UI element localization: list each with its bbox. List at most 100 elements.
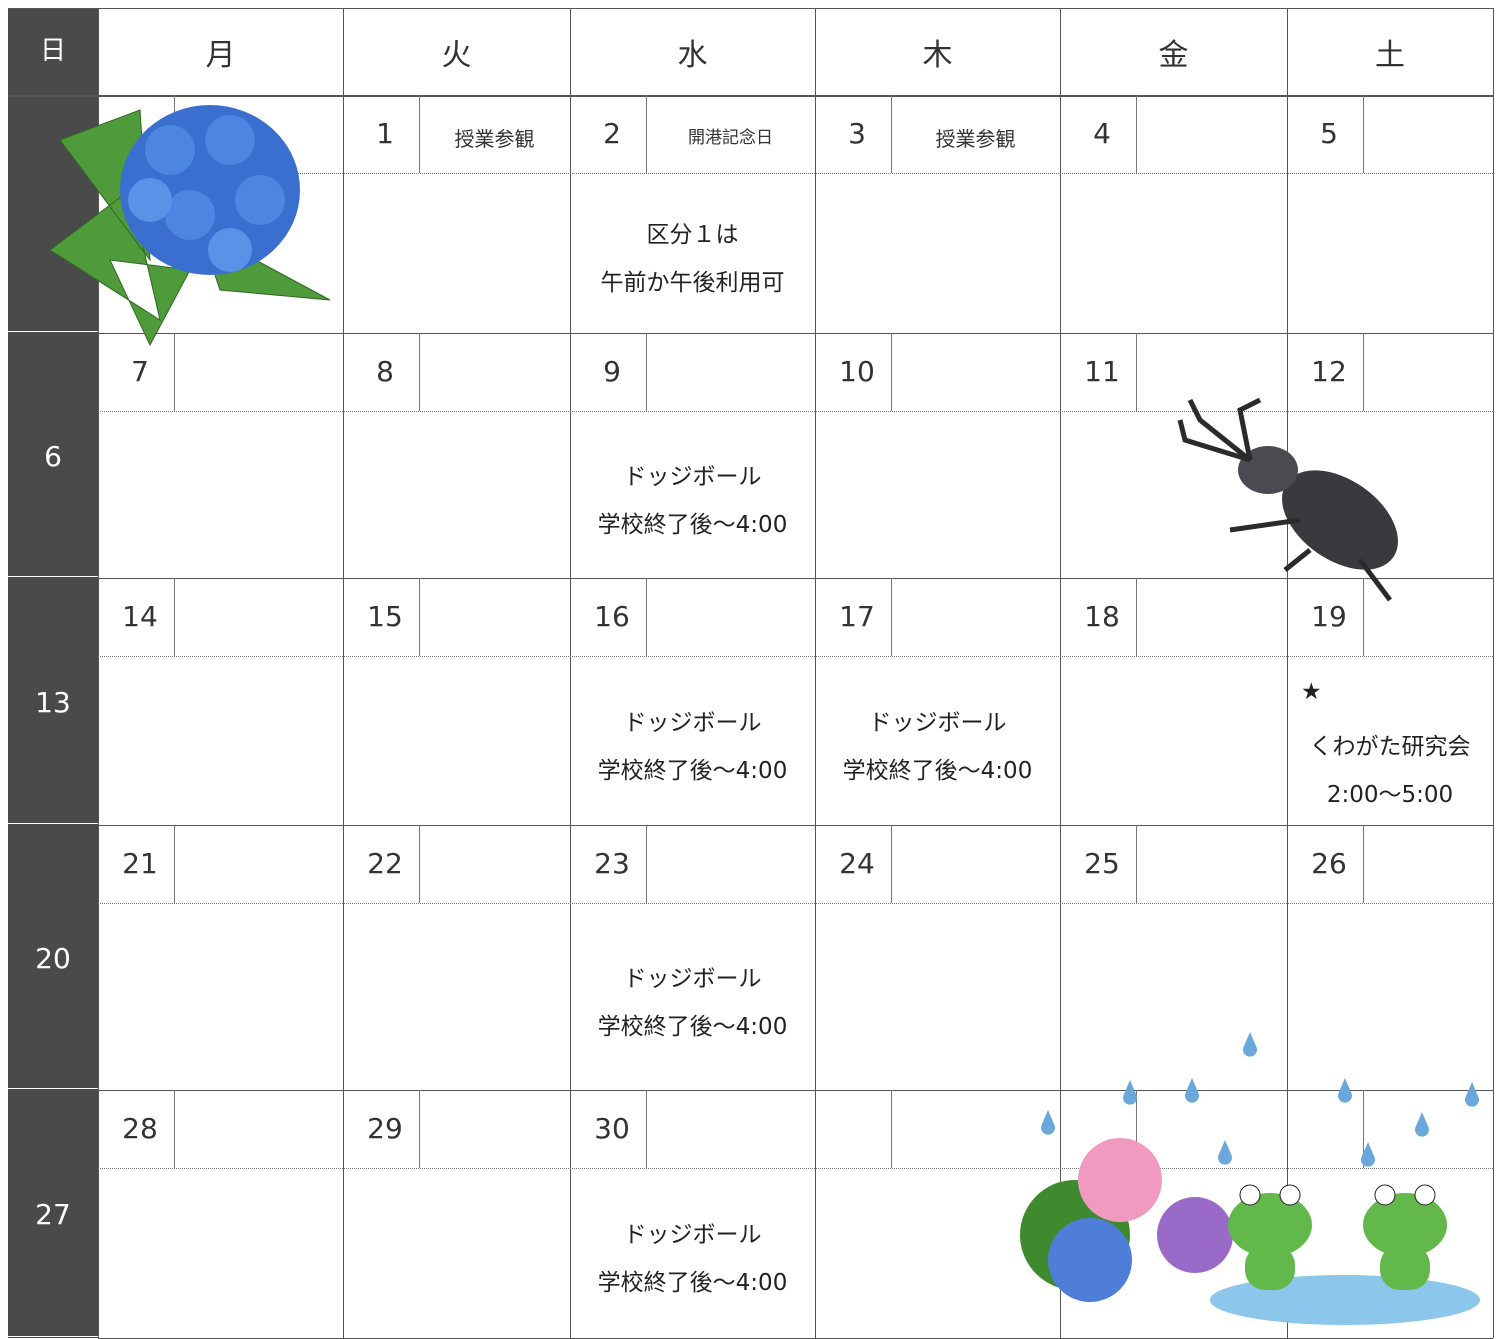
- sunday-divider: [8, 823, 98, 824]
- weekday-header: 日: [39, 36, 66, 66]
- date-split: [419, 95, 420, 173]
- date-number: 15: [367, 600, 403, 633]
- weekday-header: 土: [1375, 38, 1405, 73]
- date-split: [646, 95, 647, 173]
- row-line: [98, 1090, 1493, 1091]
- event-text: ドッジボール: [868, 709, 1007, 736]
- column-line: [570, 8, 571, 1338]
- date-number: 4: [1093, 117, 1111, 150]
- frogs-illustration: [1020, 1032, 1480, 1325]
- event-text: ドッジボール: [623, 463, 762, 490]
- date-number: 16: [594, 600, 630, 633]
- date-split: [1136, 578, 1137, 656]
- date-number: 9: [603, 355, 621, 388]
- event-text: 学校終了後～4:00: [842, 757, 1033, 784]
- date-number: 22: [367, 847, 403, 880]
- date-split: [891, 825, 892, 903]
- date-number: 24: [839, 847, 875, 880]
- row-line: [98, 333, 1493, 334]
- date-split: [174, 1090, 175, 1168]
- date-number: 30: [594, 1112, 630, 1145]
- weekday-header: 金: [1158, 38, 1189, 73]
- date-split: [891, 95, 892, 173]
- date-split: [891, 1090, 892, 1168]
- date-note: 授業参観: [454, 127, 535, 151]
- event-text: ドッジボール: [623, 1222, 762, 1248]
- date-split: [646, 1090, 647, 1168]
- row-line: [8, 8, 1493, 9]
- column-line: [343, 8, 344, 1338]
- date-split: [174, 825, 175, 903]
- date-split: [1363, 95, 1364, 173]
- date-note: 開港記念日: [688, 128, 773, 148]
- event-text: 2:00～5:00: [1326, 781, 1454, 808]
- date-split: [891, 333, 892, 411]
- sunday-divider: [8, 1088, 98, 1089]
- date-number: 17: [839, 600, 875, 633]
- event-text: 午前か午後利用可: [600, 270, 785, 296]
- date-split: [174, 333, 175, 411]
- date-row-line: [98, 173, 1493, 174]
- date-number: 14: [122, 600, 158, 633]
- date-number: 2: [603, 117, 621, 150]
- event-text: ドッジボール: [623, 709, 762, 736]
- date-row-line: [98, 1168, 1493, 1169]
- date-split: [1136, 1090, 1137, 1168]
- row-line: [98, 578, 1493, 579]
- date-number: 5: [1320, 117, 1338, 150]
- weekday-header: 水: [677, 38, 708, 73]
- date-split: [1136, 333, 1137, 411]
- sunday-date: 27: [35, 1198, 71, 1231]
- weekday-header: 月: [205, 38, 236, 73]
- date-row-line: [98, 411, 1493, 412]
- column-line: [1060, 8, 1061, 1338]
- date-split: [419, 825, 420, 903]
- weekday-header: 火: [441, 38, 472, 73]
- date-number: 7: [131, 355, 149, 388]
- date-number: 8: [376, 355, 394, 388]
- row-line: [98, 825, 1493, 826]
- date-split: [174, 95, 175, 173]
- date-split: [646, 333, 647, 411]
- sunday-column: [8, 8, 98, 1338]
- date-number: 18: [1084, 600, 1120, 633]
- sunday-divider: [8, 1336, 98, 1337]
- date-number: 1: [376, 117, 394, 150]
- date-split: [1136, 95, 1137, 173]
- column-line: [1493, 8, 1494, 1338]
- sunday-divider: [8, 576, 98, 577]
- column-line: [98, 8, 99, 1338]
- date-row-line: [98, 656, 1493, 657]
- event-text: 学校終了後～4:00: [597, 1270, 788, 1296]
- date-number: 3: [848, 117, 866, 150]
- event-text: ドッジボール: [623, 965, 762, 992]
- sunday-divider: [8, 331, 98, 332]
- event-text: くわがた研究会: [1309, 733, 1471, 760]
- date-note: 授業参観: [935, 127, 1016, 151]
- date-number: 19: [1311, 600, 1347, 633]
- date-split: [419, 578, 420, 656]
- date-number: 26: [1311, 847, 1347, 880]
- row-line: [8, 95, 1493, 97]
- event-text: 学校終了後～4:00: [597, 1013, 788, 1040]
- date-split: [1363, 825, 1364, 903]
- sunday-date: 6: [44, 439, 62, 473]
- column-line: [815, 8, 816, 1338]
- date-number: 29: [367, 1112, 403, 1145]
- date-split: [419, 1090, 420, 1168]
- date-split: [1363, 578, 1364, 656]
- weekday-header: 木: [922, 38, 953, 73]
- date-split: [419, 333, 420, 411]
- event-text: 学校終了後～4:00: [597, 511, 788, 538]
- date-number: 23: [594, 847, 630, 880]
- beetle-illustration: [1177, 397, 1398, 602]
- sunday-date: 20: [35, 941, 71, 975]
- event-text: 学校終了後～4:00: [597, 757, 788, 784]
- column-line: [1287, 8, 1288, 1338]
- date-number: 12: [1311, 355, 1347, 388]
- date-number: 28: [122, 1112, 158, 1145]
- date-split: [1363, 1090, 1364, 1168]
- date-row-line: [98, 903, 1493, 904]
